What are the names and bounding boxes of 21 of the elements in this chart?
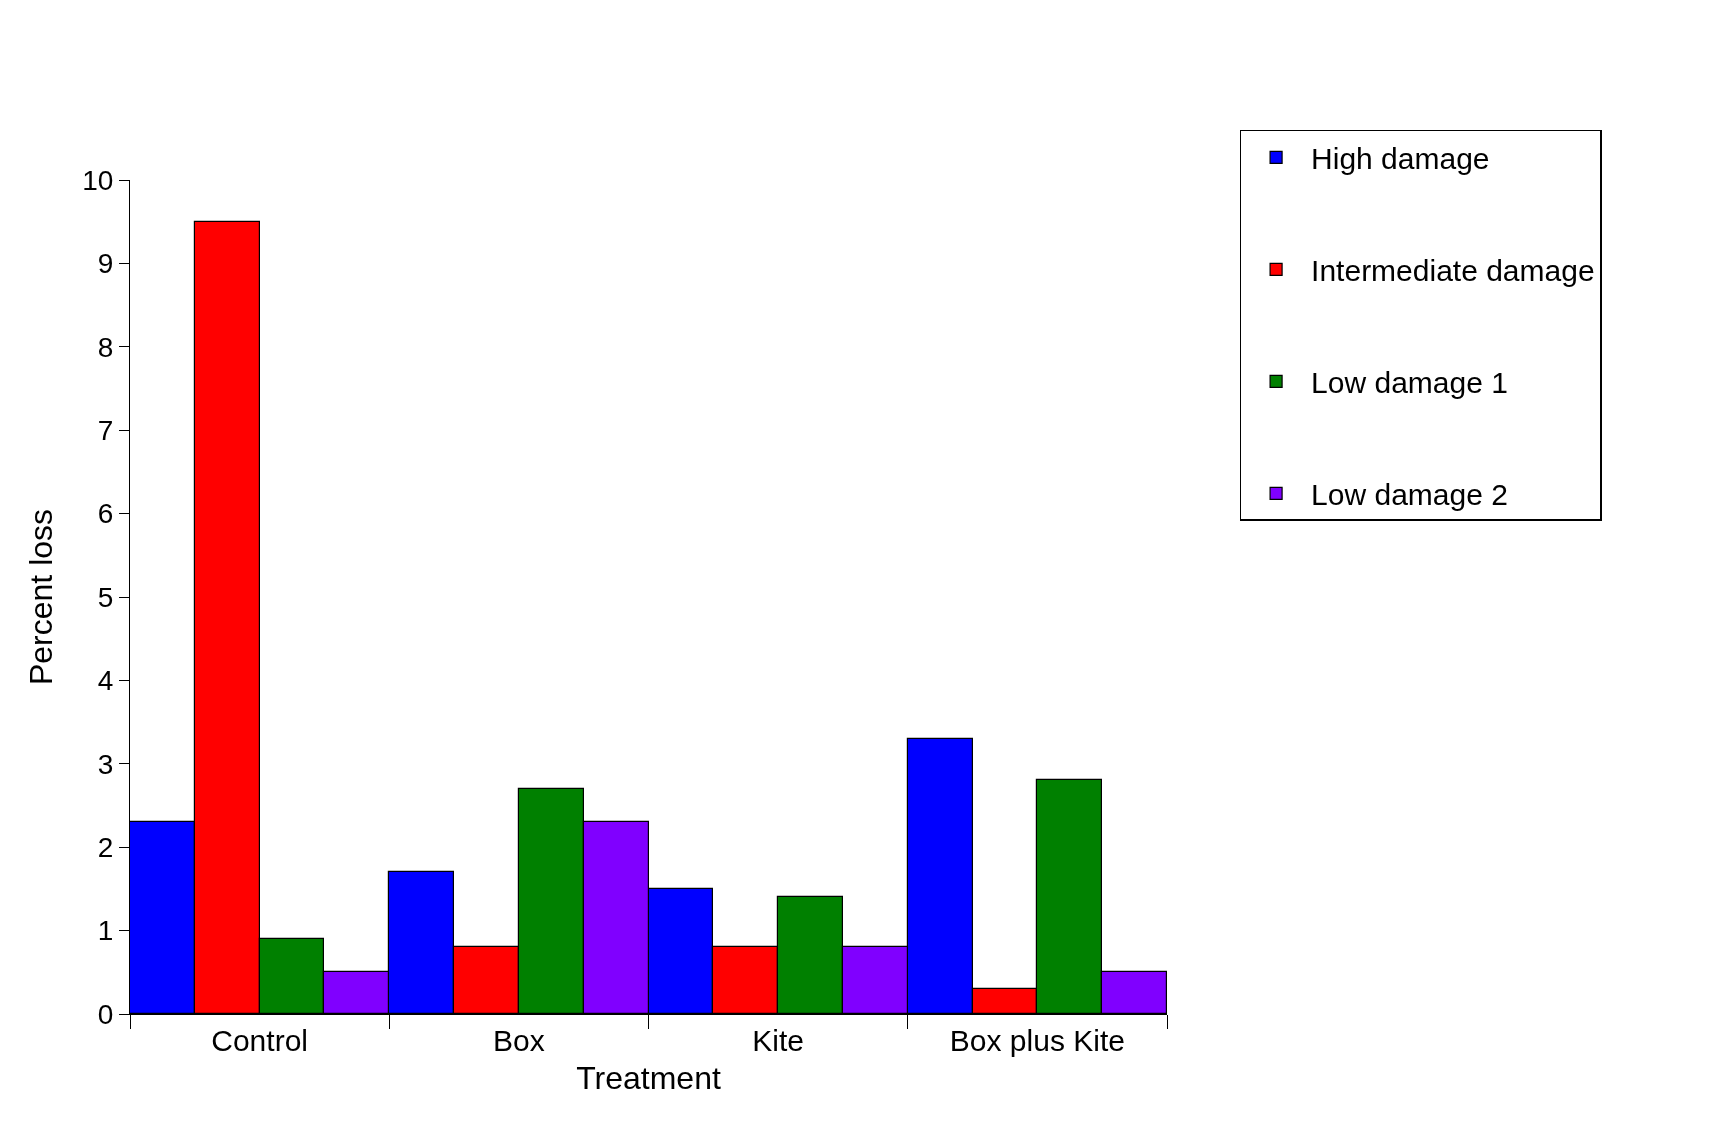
y-tick-label: 9 (97, 248, 114, 280)
y-tick-label: 1 (97, 915, 114, 947)
y-tick-label: 2 (97, 832, 114, 863)
y-tick-label: 6 (97, 498, 114, 530)
legend-label: Intermediate damage (1311, 254, 1595, 288)
x-tick-label: Control (211, 1024, 308, 1057)
x-tick-label: Kite (752, 1024, 804, 1057)
y-tick-label: 10 (82, 164, 114, 196)
y-tick-label: 3 (97, 748, 114, 780)
x-axis-title: Treatment (576, 1059, 721, 1096)
y-tick-label: 8 (97, 331, 114, 363)
y-axis-title: Percent loss (22, 508, 59, 686)
y-tick-label: 0 (97, 998, 114, 1030)
y-tick-label: 4 (97, 665, 114, 697)
y-tick-label: 5 (97, 581, 114, 613)
legend-label: Low damage 1 (1311, 366, 1508, 400)
legend-label: Low damage 2 (1311, 478, 1508, 512)
legend-label: High damage (1311, 142, 1490, 176)
y-tick-label: 7 (97, 415, 114, 446)
x-tick-label: Box plus Kite (949, 1024, 1125, 1057)
x-tick-label: Box (493, 1024, 545, 1057)
